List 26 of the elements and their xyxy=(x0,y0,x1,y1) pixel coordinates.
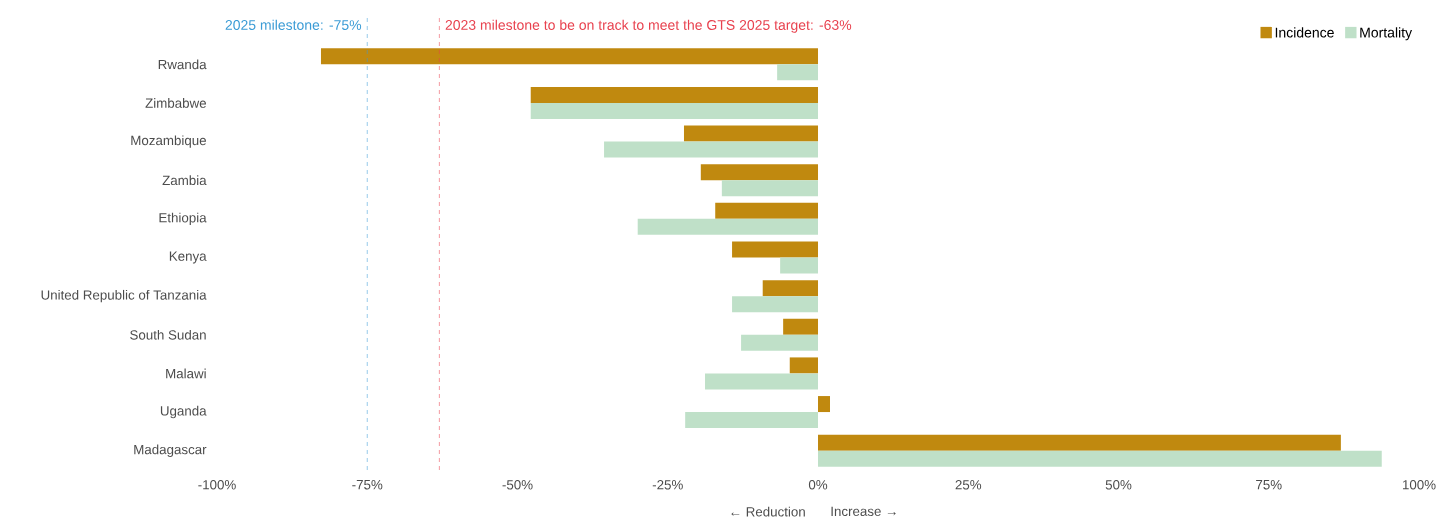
y-tick-label: Madagascar xyxy=(134,444,207,457)
y-tick-label: Mozambique xyxy=(131,135,206,148)
x-tick-label: 50% xyxy=(1105,480,1132,490)
y-tick-label: United Republic of Tanzania xyxy=(41,289,207,303)
y-tick-label: Kenya xyxy=(169,251,207,264)
x-tick-label: -50% xyxy=(502,480,533,490)
ref-line-label: 2025 milestone: -75% xyxy=(225,19,362,30)
x-tick-label: 25% xyxy=(955,480,982,490)
x-tick-label: -75% xyxy=(352,480,383,490)
y-tick-label: Malawi xyxy=(166,368,206,379)
x-tick-label: -25% xyxy=(652,480,683,490)
x-tick-label: -100% xyxy=(198,480,236,490)
text: ← Reduction xyxy=(731,506,805,517)
y-tick-label: South Sudan xyxy=(130,329,206,340)
x-tick-label: 75% xyxy=(1256,480,1282,490)
y-tick-label: Rwanda xyxy=(158,59,207,70)
y-tick-label: Ethiopia xyxy=(159,212,207,226)
y-tick-label: Zambia xyxy=(162,175,207,186)
y-tick-label: Uganda xyxy=(160,405,207,419)
text: Increase → xyxy=(831,506,896,517)
x-tick-label: 0% xyxy=(808,480,828,490)
ref-line-label: 2023 milestone to be on track to meet the GTS 2025 target: -63% xyxy=(445,19,852,33)
legend-label: Incidence xyxy=(1275,27,1334,38)
legend-label: Mortality xyxy=(1360,27,1413,41)
x-tick-label: 100% xyxy=(1402,480,1436,490)
y-tick-label: Zimbabwe xyxy=(145,98,206,108)
